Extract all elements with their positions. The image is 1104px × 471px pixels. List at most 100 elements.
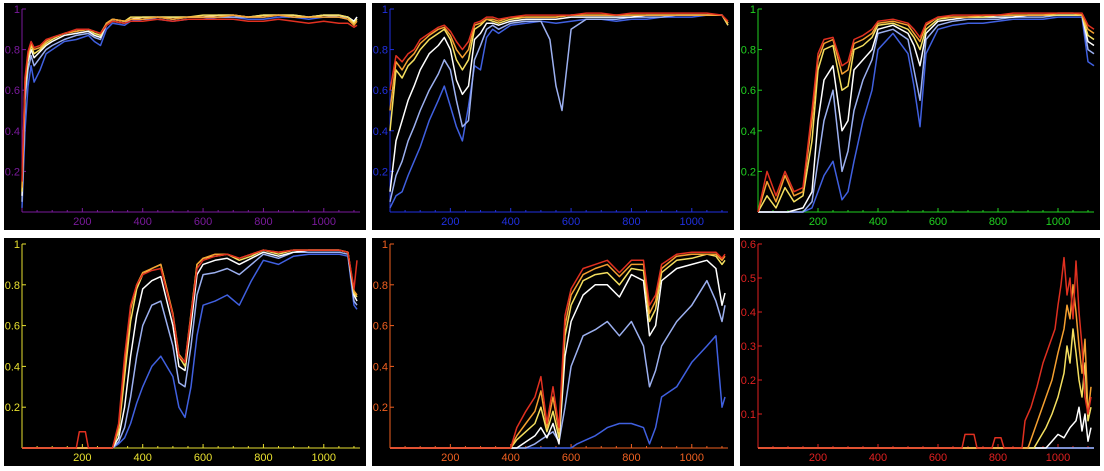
series-line-6 xyxy=(757,12,1095,213)
y-tick-label: 0.8 xyxy=(373,280,388,292)
y-tick-label: 0.6 xyxy=(373,85,388,97)
x-tick-label: 200 xyxy=(73,452,91,464)
chart-svg-3: 200 400 600 800 1000 0.2 0.4 0.6 0.8 1 xyxy=(741,4,1095,228)
y-tick-label: 0.8 xyxy=(373,45,388,57)
y-tick-label: 0.8 xyxy=(5,45,20,57)
series-line-5 xyxy=(389,14,729,111)
y-tick-label: 0.4 xyxy=(741,307,756,319)
series-line-6 xyxy=(389,12,729,91)
series-line-1 xyxy=(390,335,726,449)
series-line-5 xyxy=(21,14,358,188)
x-tick-label: 800 xyxy=(622,452,640,464)
series-line-4 xyxy=(389,14,729,131)
series-line-3 xyxy=(21,14,358,196)
series-line-1 xyxy=(389,14,729,209)
series-line-4 xyxy=(21,14,358,192)
x-tick-label: 800 xyxy=(989,216,1007,228)
x-tick-label: 400 xyxy=(502,452,520,464)
series-line-5 xyxy=(22,249,358,449)
y-tick-label: 0.2 xyxy=(741,375,756,387)
series-line-2 xyxy=(758,14,1095,213)
y-tick-label: 0.8 xyxy=(5,280,20,292)
y-tick-label: 0.5 xyxy=(741,273,756,285)
x-tick-label: 400 xyxy=(502,216,520,228)
x-tick-label: 400 xyxy=(869,216,887,228)
chart-panel-2: 200 400 600 800 1000 0.2 0.4 0.6 0.8 1 xyxy=(372,3,734,230)
chart-panel-5: 200 400 600 800 1000 0.2 0.4 0.6 0.8 1 xyxy=(372,238,734,466)
y-tick-label: 1 xyxy=(14,239,20,251)
x-tick-label: 1000 xyxy=(312,452,336,464)
y-tick-label: 0.4 xyxy=(373,126,388,138)
chart-panel-3: 200 400 600 800 1000 0.2 0.4 0.6 0.8 1 xyxy=(740,3,1100,230)
y-tick-label: 0.4 xyxy=(5,126,20,138)
y-tick-label: 0.6 xyxy=(741,85,756,97)
series-line-3 xyxy=(389,14,729,192)
x-tick-label: 1000 xyxy=(1046,452,1070,464)
series-line-4 xyxy=(22,249,358,449)
x-tick-label: 200 xyxy=(441,216,459,228)
series-line-1 xyxy=(21,16,358,208)
y-tick-label: 0.2 xyxy=(373,166,388,178)
x-tick-label: 1000 xyxy=(1046,216,1070,228)
series-line-2 xyxy=(21,14,358,202)
series-line-6 xyxy=(21,18,358,182)
x-tick-label: 200 xyxy=(809,216,827,228)
x-tick-label: 200 xyxy=(441,452,459,464)
x-tick-label: 600 xyxy=(562,452,580,464)
y-tick-label: 0.8 xyxy=(741,45,756,57)
y-tick-label: 0.3 xyxy=(741,341,756,353)
x-tick-label: 400 xyxy=(134,216,152,228)
y-tick-label: 0.6 xyxy=(373,321,388,333)
series-line-6 xyxy=(390,251,726,449)
series-line-6 xyxy=(22,249,358,449)
x-tick-label: 600 xyxy=(929,452,947,464)
x-tick-label: 600 xyxy=(562,216,580,228)
chart-panel-4: 200 400 600 800 1000 0.2 0.4 0.6 0.8 1 xyxy=(4,238,366,466)
y-tick-label: 0.2 xyxy=(741,166,756,178)
x-tick-label: 800 xyxy=(254,452,272,464)
y-tick-label: 1 xyxy=(382,4,388,16)
y-tick-label: 0.1 xyxy=(741,409,756,421)
series-line-3 xyxy=(22,249,358,449)
y-tick-label: 0.6 xyxy=(741,239,756,251)
x-tick-label: 800 xyxy=(989,452,1007,464)
y-tick-label: 0.4 xyxy=(5,361,20,373)
x-tick-label: 1000 xyxy=(680,216,704,228)
x-tick-label: 600 xyxy=(194,216,212,228)
chart-svg-6: 200 400 600 800 1000 0.1 0.2 0.3 0.4 0.5 0.6 xyxy=(741,239,1094,464)
y-tick-label: 1 xyxy=(14,4,20,16)
y-tick-label: 1 xyxy=(750,4,756,16)
y-tick-label: 0.2 xyxy=(373,402,388,414)
x-tick-label: 200 xyxy=(809,452,827,464)
x-tick-label: 600 xyxy=(194,452,212,464)
series-line-4 xyxy=(758,328,1092,449)
x-tick-label: 800 xyxy=(622,216,640,228)
chart-svg-4: 200 400 600 800 1000 0.2 0.4 0.6 0.8 1 xyxy=(5,239,360,464)
x-tick-label: 800 xyxy=(254,216,272,228)
series-line-2 xyxy=(22,251,358,449)
y-tick-label: 1 xyxy=(382,239,388,251)
x-tick-label: 400 xyxy=(869,452,887,464)
y-tick-label: 0.4 xyxy=(741,126,756,138)
x-tick-label: 1000 xyxy=(680,452,704,464)
chart-panel-6: 200 400 600 800 1000 0.1 0.2 0.3 0.4 0.5 0.6 xyxy=(740,238,1100,466)
chart-svg-5: 200 400 600 800 1000 0.2 0.4 0.6 0.8 1 xyxy=(373,239,728,464)
x-tick-label: 400 xyxy=(134,452,152,464)
series-line-1 xyxy=(22,253,358,449)
series-line-2 xyxy=(389,14,729,202)
series-line-5 xyxy=(757,12,1095,213)
y-tick-label: 0.2 xyxy=(5,402,20,414)
x-tick-label: 1000 xyxy=(312,216,336,228)
series-line-5 xyxy=(758,284,1092,449)
series-line-3 xyxy=(758,406,1092,449)
series-line-4 xyxy=(390,253,726,449)
y-tick-label: 0.6 xyxy=(5,321,20,333)
x-tick-label: 200 xyxy=(73,216,91,228)
chart-svg-2: 200 400 600 800 1000 0.2 0.4 0.6 0.8 1 xyxy=(373,4,729,228)
y-tick-label: 0.6 xyxy=(5,85,20,97)
y-tick-label: 0.2 xyxy=(5,166,20,178)
chart-svg-1: 200 400 600 800 1000 0.2 0.4 0.6 0.8 1 xyxy=(5,4,360,228)
x-tick-label: 600 xyxy=(929,216,947,228)
y-tick-label: 0.4 xyxy=(373,361,388,373)
series-line-1 xyxy=(758,16,1095,213)
